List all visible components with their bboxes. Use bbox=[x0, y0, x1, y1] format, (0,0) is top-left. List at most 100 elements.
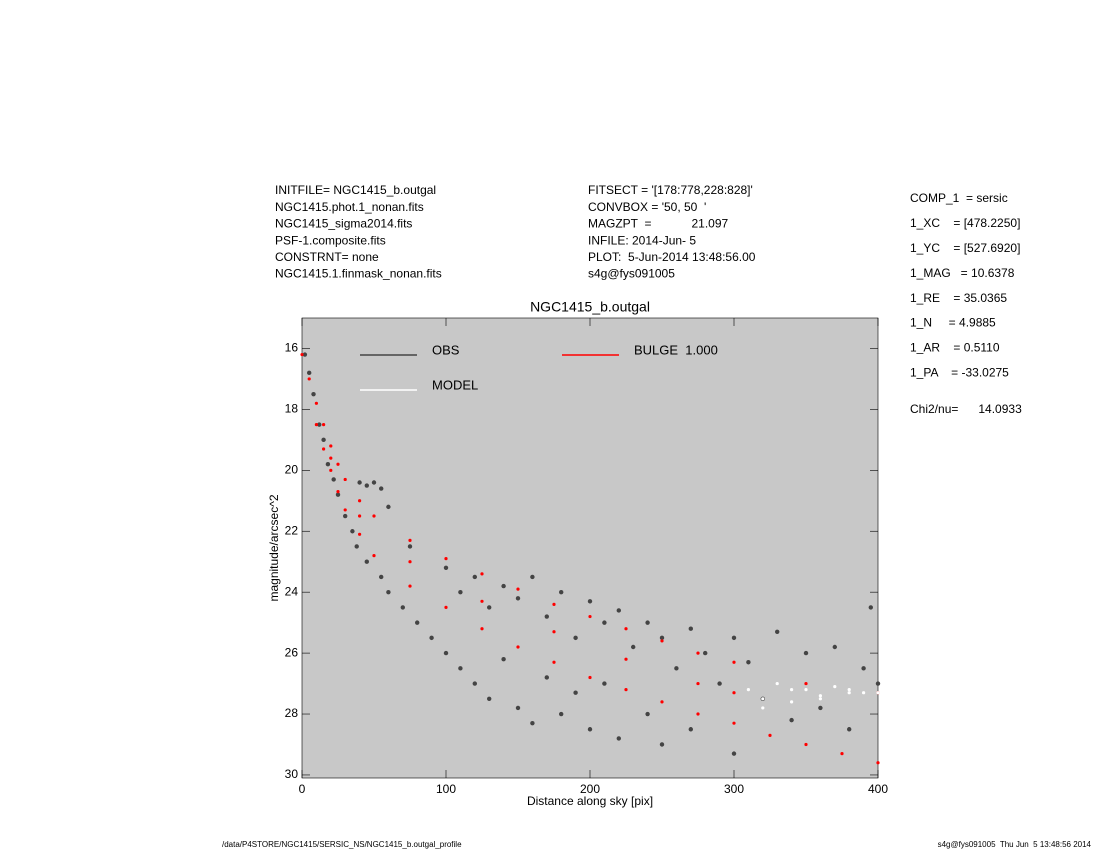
point bbox=[696, 651, 700, 655]
fit-parameter: 1_YC = [527.6920] bbox=[910, 241, 1020, 255]
fit-parameter: 1_MAG = 10.6378 bbox=[910, 266, 1015, 280]
point bbox=[379, 486, 384, 491]
y-tick-label: 28 bbox=[285, 706, 299, 720]
point bbox=[645, 711, 650, 717]
point bbox=[321, 437, 326, 443]
header-left-line: CONSTRNT= none bbox=[275, 250, 379, 264]
fit-parameter: 1_AR = 0.5110 bbox=[910, 341, 1000, 355]
point bbox=[746, 660, 751, 665]
point bbox=[516, 587, 520, 591]
point bbox=[696, 681, 700, 686]
point bbox=[804, 681, 808, 686]
point bbox=[458, 666, 463, 671]
point bbox=[552, 660, 556, 664]
point bbox=[311, 391, 316, 397]
point bbox=[847, 727, 852, 732]
point bbox=[790, 700, 794, 704]
point bbox=[357, 480, 362, 485]
point bbox=[322, 423, 326, 427]
point bbox=[325, 462, 331, 467]
point bbox=[307, 370, 312, 376]
point bbox=[775, 681, 779, 686]
point bbox=[631, 644, 636, 650]
point bbox=[444, 605, 448, 610]
fit-parameter: COMP_1 = sersic bbox=[910, 191, 1008, 205]
plot-background bbox=[301, 317, 879, 779]
point bbox=[515, 705, 521, 711]
header-middle-line: FITSECT = '[178:778,228:828]' bbox=[588, 183, 753, 197]
point bbox=[530, 720, 535, 726]
marks bbox=[300, 352, 881, 765]
y-axis-label: magnitude/arcsec^2 bbox=[267, 494, 281, 601]
y-tick-label: 26 bbox=[285, 645, 299, 659]
point bbox=[552, 602, 556, 606]
y-tick-label: 20 bbox=[285, 462, 299, 476]
point bbox=[789, 717, 794, 723]
point bbox=[559, 711, 564, 717]
point bbox=[616, 736, 621, 741]
x-tick-label: 200 bbox=[580, 782, 600, 796]
point bbox=[818, 705, 823, 711]
point bbox=[587, 599, 593, 604]
point bbox=[515, 596, 521, 601]
point bbox=[408, 584, 412, 588]
fit-parameter: 1_N = 4.9885 bbox=[910, 316, 996, 330]
fit-parameter: 1_RE = 35.0365 bbox=[910, 291, 1007, 305]
point bbox=[833, 685, 837, 689]
point bbox=[372, 554, 376, 558]
point bbox=[343, 508, 347, 512]
point bbox=[659, 635, 665, 641]
point bbox=[775, 629, 780, 634]
point bbox=[343, 513, 348, 519]
header-middle-line: MAGZPT = 21.097 bbox=[588, 217, 728, 231]
point bbox=[761, 697, 765, 701]
point bbox=[875, 681, 881, 686]
point bbox=[408, 538, 412, 542]
point bbox=[818, 697, 823, 701]
point bbox=[336, 490, 340, 494]
point bbox=[358, 532, 362, 536]
point bbox=[302, 352, 308, 357]
point bbox=[602, 620, 607, 625]
point bbox=[314, 401, 318, 405]
point bbox=[472, 681, 477, 686]
y-tick-label: 18 bbox=[285, 402, 299, 416]
point bbox=[803, 650, 809, 656]
point bbox=[322, 447, 326, 451]
x-tick-label: 400 bbox=[868, 782, 888, 796]
fit-parameter: 1_PA = -33.0275 bbox=[910, 365, 1009, 379]
point bbox=[573, 635, 578, 641]
point bbox=[847, 691, 851, 695]
point bbox=[443, 565, 449, 571]
point bbox=[335, 492, 341, 497]
point bbox=[868, 605, 873, 610]
point bbox=[688, 626, 693, 631]
point bbox=[358, 514, 362, 518]
legend-label: MODEL bbox=[432, 377, 478, 392]
header-left-line: INITFILE= NGC1415_b.outgal bbox=[275, 183, 436, 197]
point bbox=[487, 605, 492, 610]
point bbox=[480, 572, 484, 576]
point bbox=[343, 477, 347, 482]
point bbox=[371, 480, 377, 485]
point bbox=[674, 666, 679, 671]
point bbox=[307, 377, 311, 381]
point bbox=[386, 589, 391, 595]
footer-right: s4g@fys091005 Thu Jun 5 13:48:56 2014 bbox=[938, 840, 1092, 849]
footer-left: /data/P4STORE/NGC1415/SERSIC_NS/NGC1415_… bbox=[222, 840, 462, 849]
x-tick-label: 100 bbox=[436, 782, 456, 796]
point bbox=[544, 614, 549, 619]
point bbox=[487, 696, 492, 701]
point bbox=[329, 468, 333, 472]
point bbox=[331, 477, 336, 482]
point bbox=[480, 599, 484, 603]
point bbox=[624, 627, 628, 631]
point bbox=[458, 589, 463, 595]
y-tick-label: 24 bbox=[285, 584, 299, 598]
point bbox=[761, 706, 765, 710]
x-tick-label: 300 bbox=[724, 782, 744, 796]
header-left-line: NGC1415.1.finmask_nonan.fits bbox=[275, 267, 442, 281]
point bbox=[746, 688, 751, 692]
point bbox=[559, 589, 564, 595]
